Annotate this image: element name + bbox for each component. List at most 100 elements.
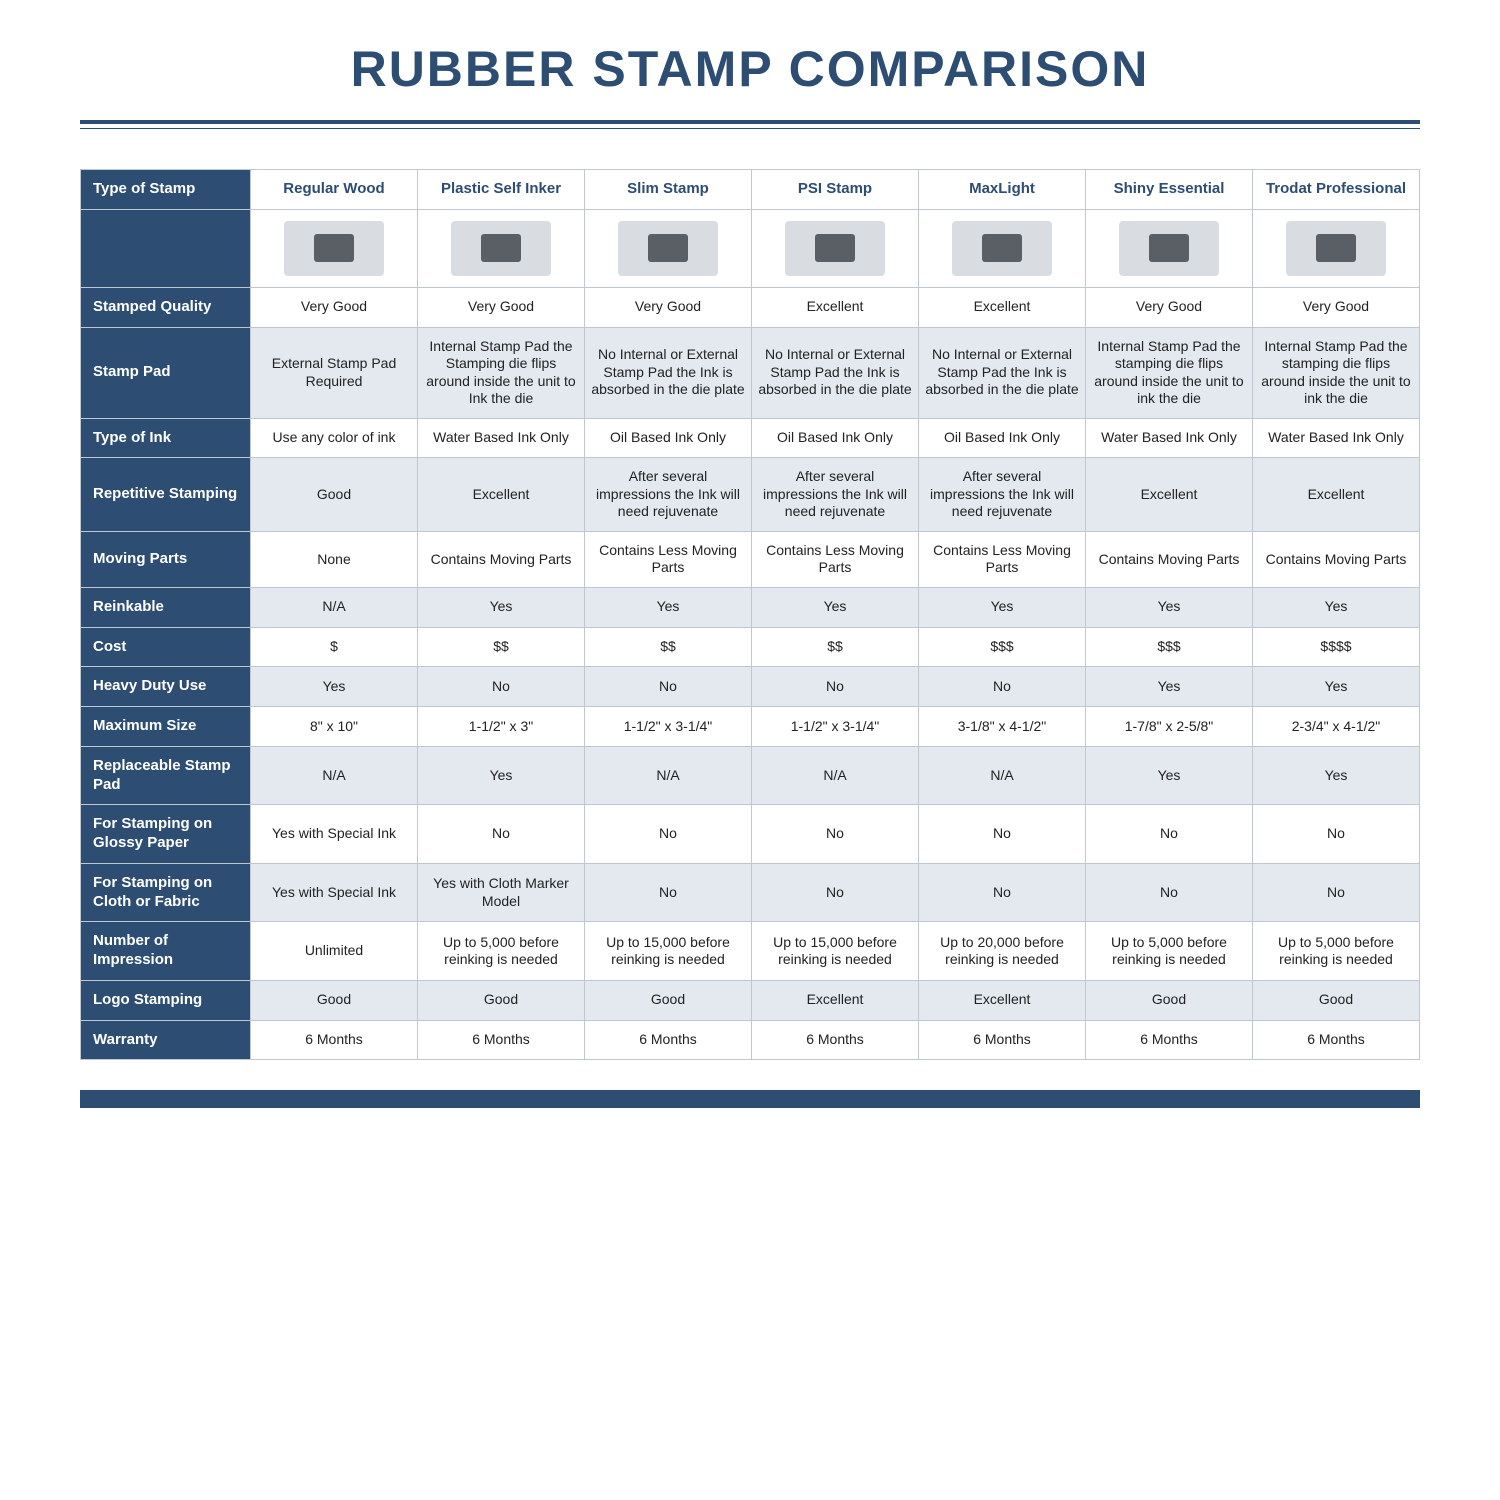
data-cell: Very Good	[1253, 287, 1420, 327]
row-header: For Stamping on Cloth or Fabric	[81, 863, 251, 922]
data-cell: No	[752, 667, 919, 707]
title-rule-thick	[80, 120, 1420, 124]
data-cell: No Internal or External Stamp Pad the In…	[919, 327, 1086, 418]
data-cell: Excellent	[418, 458, 585, 532]
data-cell: External Stamp Pad Required	[251, 327, 418, 418]
data-cell: No	[1253, 863, 1420, 922]
data-cell: No	[1086, 863, 1253, 922]
data-cell: 6 Months	[752, 1020, 919, 1060]
row-header: Logo Stamping	[81, 980, 251, 1020]
data-cell: Excellent	[919, 287, 1086, 327]
data-cell: Up to 15,000 before reinking is needed	[752, 922, 919, 981]
data-cell: Yes	[1086, 667, 1253, 707]
stamp-image-cell	[752, 209, 919, 287]
data-cell: $$$	[919, 627, 1086, 667]
table-row: For Stamping on Glossy PaperYes with Spe…	[81, 805, 1420, 864]
table-row: Moving PartsNoneContains Moving PartsCon…	[81, 531, 1420, 587]
data-cell: $$	[585, 627, 752, 667]
stamp-icon	[1119, 221, 1219, 276]
data-cell: Internal Stamp Pad the Stamping die flip…	[418, 327, 585, 418]
data-cell: Up to 20,000 before reinking is needed	[919, 922, 1086, 981]
data-cell: No	[752, 805, 919, 864]
data-cell: N/A	[752, 746, 919, 805]
data-cell: No	[919, 667, 1086, 707]
row-header: For Stamping on Glossy Paper	[81, 805, 251, 864]
table-row: Maximum Size8" x 10"1-1/2" x 3"1-1/2" x …	[81, 707, 1420, 747]
data-cell: No	[919, 863, 1086, 922]
data-cell: No	[1086, 805, 1253, 864]
col-header: Regular Wood	[251, 170, 418, 210]
data-cell: Good	[1253, 980, 1420, 1020]
data-cell: Excellent	[752, 287, 919, 327]
corner-header: Type of Stamp	[81, 170, 251, 210]
row-header: Replaceable Stamp Pad	[81, 746, 251, 805]
row-header: Moving Parts	[81, 531, 251, 587]
data-cell: No	[585, 667, 752, 707]
data-cell: Good	[418, 980, 585, 1020]
data-cell: Yes	[919, 587, 1086, 627]
data-cell: $	[251, 627, 418, 667]
row-header: Repetitive Stamping	[81, 458, 251, 532]
table-row: For Stamping on Cloth or FabricYes with …	[81, 863, 1420, 922]
data-cell: Water Based Ink Only	[418, 418, 585, 458]
data-cell: Contains Less Moving Parts	[585, 531, 752, 587]
comparison-table-wrap: Type of Stamp Regular Wood Plastic Self …	[80, 169, 1420, 1060]
stamp-image-cell	[418, 209, 585, 287]
data-cell: Water Based Ink Only	[1253, 418, 1420, 458]
page-title: RUBBER STAMP COMPARISON	[0, 40, 1500, 98]
stamp-image-cell	[251, 209, 418, 287]
data-cell: 1-1/2" x 3-1/4"	[752, 707, 919, 747]
data-cell: No Internal or External Stamp Pad the In…	[752, 327, 919, 418]
data-cell: N/A	[251, 587, 418, 627]
data-cell: Good	[1086, 980, 1253, 1020]
table-row: Type of InkUse any color of inkWater Bas…	[81, 418, 1420, 458]
data-cell: Up to 15,000 before reinking is needed	[585, 922, 752, 981]
column-header-row: Type of Stamp Regular Wood Plastic Self …	[81, 170, 1420, 210]
title-block: RUBBER STAMP COMPARISON	[0, 0, 1500, 108]
data-cell: Excellent	[919, 980, 1086, 1020]
data-cell: Very Good	[1086, 287, 1253, 327]
col-header: Shiny Essential	[1086, 170, 1253, 210]
data-cell: Contains Less Moving Parts	[752, 531, 919, 587]
data-cell: N/A	[585, 746, 752, 805]
data-cell: Very Good	[418, 287, 585, 327]
data-cell: None	[251, 531, 418, 587]
data-cell: 2-3/4" x 4-1/2"	[1253, 707, 1420, 747]
data-cell: Internal Stamp Pad the stamping die flip…	[1086, 327, 1253, 418]
data-cell: N/A	[251, 746, 418, 805]
data-cell: Up to 5,000 before reinking is needed	[418, 922, 585, 981]
data-cell: No	[418, 667, 585, 707]
data-cell: After several impressions the Ink will n…	[585, 458, 752, 532]
stamp-image-cell	[585, 209, 752, 287]
table-row: Replaceable Stamp PadN/AYesN/AN/AN/AYesY…	[81, 746, 1420, 805]
stamp-image-cell	[1253, 209, 1420, 287]
data-cell: Excellent	[1253, 458, 1420, 532]
row-header: Maximum Size	[81, 707, 251, 747]
data-cell: Yes	[251, 667, 418, 707]
data-cell: N/A	[919, 746, 1086, 805]
col-header: Plastic Self Inker	[418, 170, 585, 210]
data-cell: Contains Moving Parts	[1086, 531, 1253, 587]
stamp-icon	[952, 221, 1052, 276]
data-cell: Yes	[1086, 746, 1253, 805]
data-cell: Unlimited	[251, 922, 418, 981]
data-cell: Contains Less Moving Parts	[919, 531, 1086, 587]
table-row: ReinkableN/AYesYesYesYesYesYes	[81, 587, 1420, 627]
col-header: Trodat Professional	[1253, 170, 1420, 210]
data-cell: Very Good	[251, 287, 418, 327]
data-cell: No Internal or External Stamp Pad the In…	[585, 327, 752, 418]
table-row: Repetitive StampingGoodExcellentAfter se…	[81, 458, 1420, 532]
data-cell: $$	[418, 627, 585, 667]
col-header: PSI Stamp	[752, 170, 919, 210]
data-cell: Excellent	[1086, 458, 1253, 532]
table-body: Stamped QualityVery GoodVery GoodVery Go…	[81, 287, 1420, 1060]
table-row: Cost$$$$$$$$$$$$$$$$$	[81, 627, 1420, 667]
data-cell: Contains Moving Parts	[1253, 531, 1420, 587]
data-cell: Up to 5,000 before reinking is needed	[1253, 922, 1420, 981]
stamp-image-cell	[1086, 209, 1253, 287]
data-cell: Good	[585, 980, 752, 1020]
row-header: Stamp Pad	[81, 327, 251, 418]
data-cell: Yes	[585, 587, 752, 627]
stamp-icon	[785, 221, 885, 276]
data-cell: Internal Stamp Pad the stamping die flip…	[1253, 327, 1420, 418]
